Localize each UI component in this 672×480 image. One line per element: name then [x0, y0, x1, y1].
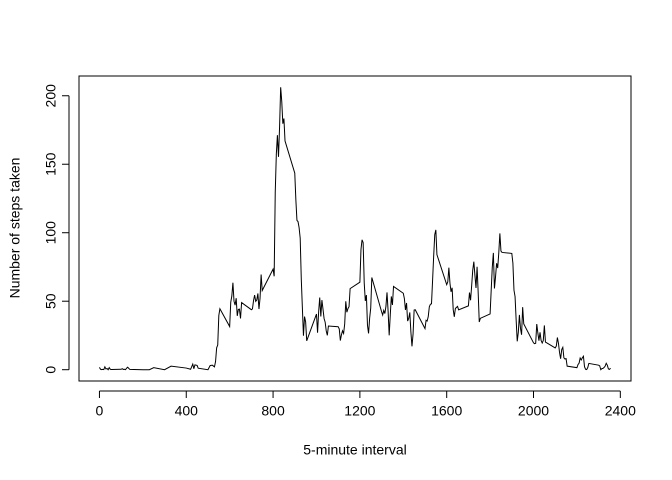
x-tick-label: 0 [96, 403, 104, 419]
y-tick-label: 50 [43, 293, 59, 309]
x-tick-label: 400 [175, 403, 199, 419]
plot-box [78, 75, 632, 382]
y-tick-label: 150 [43, 152, 59, 176]
y-tick-label: 200 [43, 84, 59, 108]
data-line [99, 87, 611, 371]
x-tick-label: 2400 [605, 403, 636, 419]
x-axis-title: 5-minute interval [303, 442, 407, 458]
x-tick-label: 1600 [431, 403, 462, 419]
x-tick-label: 1200 [344, 403, 375, 419]
x-tick-label: 2000 [518, 403, 549, 419]
x-tick-label: 800 [261, 403, 285, 419]
y-tick-label: 0 [43, 366, 59, 374]
y-axis-title: Number of steps taken [7, 158, 23, 299]
y-tick-label: 100 [43, 221, 59, 245]
